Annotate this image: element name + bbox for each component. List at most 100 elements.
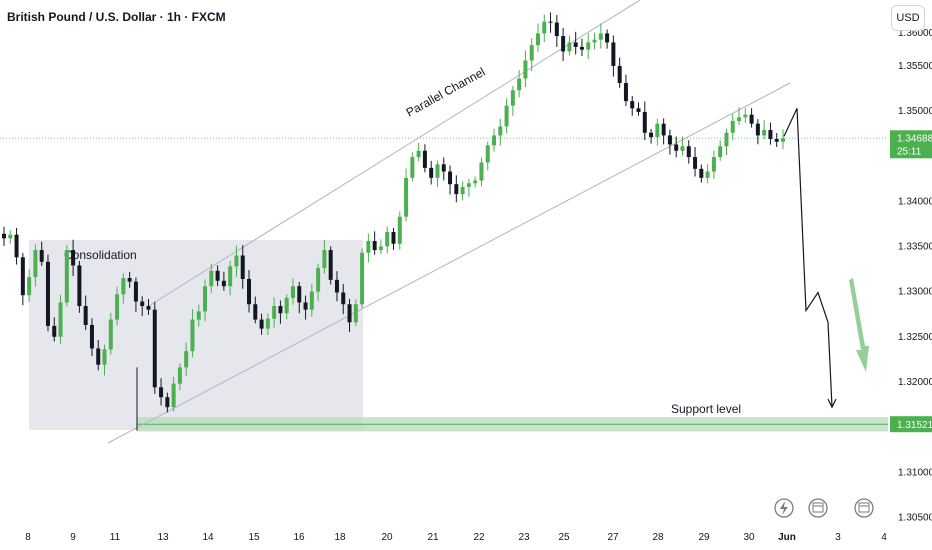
candle-body	[127, 278, 132, 282]
candle-body	[290, 286, 295, 298]
candle-body	[730, 120, 735, 133]
candle-body	[33, 250, 38, 278]
candle-body	[171, 383, 176, 408]
candle-body	[247, 278, 252, 305]
candle-body	[253, 304, 258, 320]
candle-body	[316, 268, 321, 292]
price-tick-label: 1.32500	[898, 332, 932, 343]
candle-body	[64, 250, 69, 303]
candle-body	[630, 101, 635, 109]
candle-body	[737, 117, 742, 121]
candle-body	[649, 132, 654, 138]
candle-body	[196, 311, 201, 320]
time-tick-label: 21	[427, 532, 439, 543]
candle-body	[228, 266, 233, 287]
candle-body	[20, 257, 25, 296]
candle-body	[724, 132, 729, 147]
candle-body	[749, 114, 754, 124]
candle-body	[743, 114, 748, 118]
candle-body	[542, 21, 547, 34]
candle-body	[190, 319, 195, 352]
consolidation-box	[29, 240, 363, 430]
price-tick-label: 1.30500	[898, 512, 932, 523]
candle-body	[378, 246, 383, 251]
time-tick-label: 28	[652, 532, 664, 543]
time-tick-label: 18	[334, 532, 346, 543]
candle-body	[45, 261, 50, 326]
candle-body	[661, 123, 666, 136]
candle-body	[774, 139, 779, 142]
candle-body	[265, 318, 270, 329]
candle-body	[102, 349, 107, 365]
time-tick-label: 22	[473, 532, 485, 543]
time-tick-label: 9	[70, 532, 76, 543]
time-tick-label: 13	[157, 532, 169, 543]
currency-button[interactable]: USD	[891, 5, 925, 31]
candle-body	[209, 270, 214, 287]
price-tick-label: 1.35500	[898, 61, 932, 72]
candle-body	[623, 83, 628, 102]
candle-body	[711, 157, 716, 172]
candle-body	[165, 397, 170, 408]
candle-body	[567, 42, 572, 52]
projection-path	[783, 108, 833, 408]
candle-body	[781, 138, 785, 142]
time-tick-label: 4	[881, 532, 887, 543]
price-tick-label: 1.31000	[898, 467, 932, 478]
candle-body	[579, 46, 584, 50]
candle-body	[322, 250, 327, 269]
price-tick-label-top: 1.36000	[898, 28, 932, 39]
candle-body	[347, 304, 352, 323]
support-price-value: 1.31521	[897, 420, 932, 431]
candle-body	[705, 171, 710, 178]
green-down-arrow	[849, 278, 869, 372]
candle-body	[14, 234, 19, 258]
candle-body	[215, 270, 220, 281]
candle-body	[221, 280, 226, 287]
candle-body	[58, 302, 63, 337]
candle-body	[523, 60, 528, 79]
current-price-badge	[890, 130, 932, 159]
candle-body	[96, 348, 101, 365]
candle-body	[605, 33, 610, 43]
candle-body	[498, 126, 503, 136]
time-tick-label: 25	[558, 532, 570, 543]
candle-body	[297, 286, 302, 303]
candle-body	[429, 167, 434, 178]
candle-body	[768, 130, 773, 140]
candle-body	[548, 21, 553, 23]
candle-body	[52, 325, 57, 337]
time-tick-label: Jun	[778, 532, 796, 543]
candle-body	[686, 146, 691, 158]
time-tick-label: 20	[381, 532, 393, 543]
candle-body	[177, 367, 182, 384]
candle-body	[586, 42, 591, 50]
candle-body	[642, 111, 647, 133]
calendar-flag-icon	[854, 498, 874, 518]
candle-body	[636, 108, 641, 112]
candle-body	[460, 186, 465, 195]
candle-body	[504, 105, 509, 127]
candle-body	[140, 301, 145, 307]
candle-body	[2, 233, 6, 239]
support-price-badge	[890, 416, 932, 433]
candle-body	[680, 146, 685, 151]
candle-body	[755, 123, 760, 136]
candle-body	[667, 135, 672, 145]
candle-body	[404, 177, 409, 217]
candle-body	[510, 90, 515, 106]
candle-body	[674, 144, 679, 151]
candle-body	[473, 180, 478, 184]
time-tick-label: 23	[518, 532, 530, 543]
candle-body	[184, 351, 189, 368]
candle-body	[353, 304, 358, 323]
candle-body	[303, 302, 308, 310]
candle-body	[203, 286, 208, 312]
candle-body	[27, 277, 32, 296]
candle-body	[397, 216, 402, 244]
candle-body	[435, 164, 440, 178]
candle-body	[89, 325, 94, 349]
candle-body	[479, 162, 484, 181]
